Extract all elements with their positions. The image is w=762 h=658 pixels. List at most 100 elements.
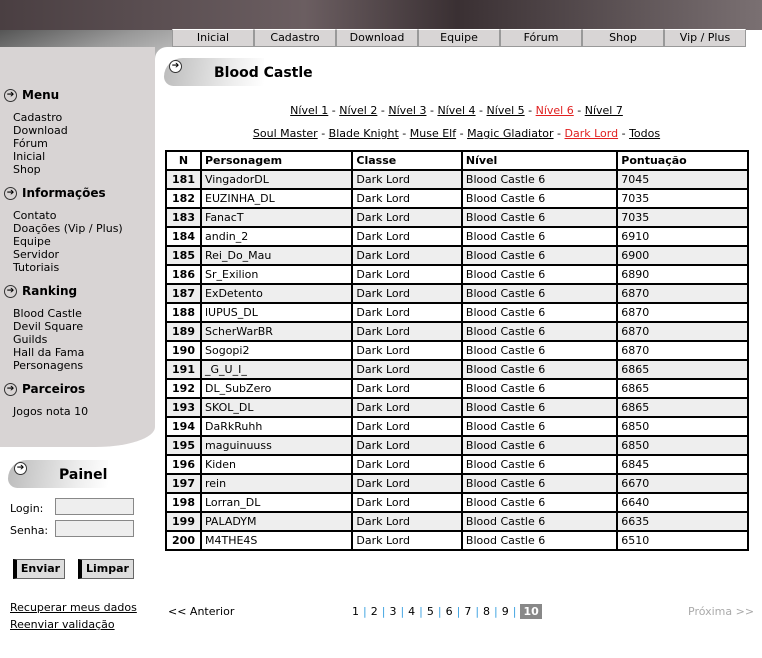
sidebar-links-info: Contato Doações (Vip / Plus) Equipe Servido… [13,209,123,274]
nav-tab-download[interactable]: Download [336,29,418,47]
table-cell: Dark Lord [351,359,463,380]
table-cell: 6850 [616,416,749,437]
column-header: Nível [460,150,619,171]
table-row: 182 EUZINHA_DL Dark Lord Blood Castle 6 7035 [165,188,749,209]
table-cell: 6900 [616,245,749,266]
separator: | [512,605,517,618]
table-cell: Dark Lord [351,492,463,513]
section-title: Parceiros [22,382,86,396]
filter-link[interactable]: Nível 4 [437,104,476,117]
filter-link[interactable]: Nível 6 [535,104,574,117]
separator: | [456,605,461,618]
sidebar-link[interactable]: Shop [13,163,41,176]
painel-swoosh: ➔ [8,460,108,488]
recuperar-dados-link[interactable]: Recuperar meus dados [10,601,137,614]
table-cell: Dark Lord [351,302,463,323]
nav-tab-equipe[interactable]: Equipe [418,29,500,47]
separator: - [524,104,536,117]
table-cell: 6510 [616,530,749,551]
filter-link[interactable]: Nível 3 [388,104,427,117]
table-cell: 198 [165,492,202,513]
sidebar-links-menu: Cadastro Download Fórum Inicial Shop [13,111,68,176]
table-cell: Blood Castle 6 [460,226,619,247]
table-cell: Rei_Do_Mau [199,245,354,266]
sidebar-link[interactable]: Blood Castle [13,307,82,320]
filter-link[interactable]: Nível 1 [290,104,329,117]
filter-link[interactable]: Nível 7 [584,104,623,117]
sidebar-link[interactable]: Inicial [13,150,46,163]
filter-link[interactable]: Magic Gladiator [467,127,554,140]
table-cell: Blood Castle 6 [460,264,619,285]
table-cell: 6870 [616,283,749,304]
sidebar-link[interactable]: Guilds [13,333,48,346]
page-link[interactable]: 3 [389,605,397,618]
page-link[interactable]: 8 [483,605,491,618]
table-cell: Dark Lord [351,416,463,437]
filter-link[interactable]: Nível 5 [486,104,525,117]
table-cell: 6865 [616,378,749,399]
page-link[interactable]: 10 [520,604,542,619]
table-cell: 6640 [616,492,749,513]
table-row: 198 Lorran_DL Dark Lord Blood Castle 6 6640 [165,492,749,513]
sidebar-link[interactable]: Equipe [13,235,51,248]
page-link[interactable]: 4 [408,605,416,618]
nav-tab-vip-plus[interactable]: Vip / Plus [664,29,746,47]
table-cell: Sr_Exilion [199,264,354,285]
sidebar-link[interactable]: Jogos nota 10 [13,405,89,418]
filter-link[interactable]: Todos [629,127,661,140]
table-cell: Dark Lord [351,207,463,228]
sidebar-section-info: ➔ Informações [4,186,106,200]
table-row: 183 FanacT Dark Lord Blood Castle 6 7035 [165,207,749,228]
next-page-link[interactable]: Próxima >> [688,605,755,618]
circle-arrow-right-icon: ➔ [4,382,17,396]
table-cell: DL_SubZero [199,378,354,399]
sidebar-link[interactable]: Fórum [13,137,48,150]
limpar-button[interactable]: Limpar [78,559,134,579]
reenviar-validacao-link[interactable]: Reenviar validação [10,618,115,631]
table-cell: 193 [165,397,202,418]
table-row: 185 Rei_Do_Mau Dark Lord Blood Castle 6 6900 [165,245,749,266]
table-cell: Dark Lord [351,245,463,266]
column-header: Classe [351,150,463,171]
page-link[interactable]: 2 [370,605,378,618]
sidebar-link[interactable]: Download [13,124,68,137]
table-cell: Dark Lord [351,283,463,304]
top-nav: Inicial Cadastro Download Equipe Fórum Shop Vi… [172,29,746,47]
sidebar-link[interactable]: Doações (Vip / Plus) [13,222,123,235]
enviar-button[interactable]: Enviar [13,559,65,579]
title-swoosh: ➔ [164,58,264,86]
sidebar-link[interactable]: Devil Square [13,320,84,333]
nav-tab-shop[interactable]: Shop [582,29,664,47]
sidebar-link[interactable]: Cadastro [13,111,63,124]
table-row: 186 Sr_Exilion Dark Lord Blood Castle 6 6890 [165,264,749,285]
circle-arrow-right-icon: ➔ [4,284,17,298]
sidebar-link[interactable]: Servidor [13,248,60,261]
nav-tab-f-rum[interactable]: Fórum [500,29,582,47]
table-cell: 6865 [616,397,749,418]
filter-link[interactable]: Nível 2 [339,104,378,117]
nav-tab-inicial[interactable]: Inicial [172,29,254,47]
page-link[interactable]: 7 [464,605,472,618]
sidebar-link[interactable]: Tutoriais [13,261,60,274]
login-input[interactable] [55,498,134,515]
filter-link[interactable]: Muse Elf [409,127,457,140]
senha-input[interactable] [55,520,134,537]
sidebar-link[interactable]: Contato [13,209,57,222]
filter-link[interactable]: Soul Master [252,127,318,140]
table-cell: Blood Castle 6 [460,207,619,228]
page-link[interactable]: 5 [426,605,434,618]
sidebar-links-ranking: Blood Castle Devil Square Guilds Hall da Fa… [13,307,84,372]
sidebar-link[interactable]: Hall da Fama [13,346,85,359]
nav-tab-cadastro[interactable]: Cadastro [254,29,336,47]
prev-page-link[interactable]: << Anterior [168,605,235,618]
filter-link[interactable]: Blade Knight [328,127,399,140]
sidebar-link[interactable]: Personagens [13,359,84,372]
table-cell: Dark Lord [351,378,463,399]
table-cell: Dark Lord [351,511,463,532]
table-row: 200 M4THE4S Dark Lord Blood Castle 6 6510 [165,530,749,551]
page-link[interactable]: 6 [445,605,453,618]
page-link[interactable]: 1 [352,605,359,618]
table-cell: Dark Lord [351,454,463,475]
page-link[interactable]: 9 [501,605,509,618]
filter-link[interactable]: Dark Lord [564,127,619,140]
